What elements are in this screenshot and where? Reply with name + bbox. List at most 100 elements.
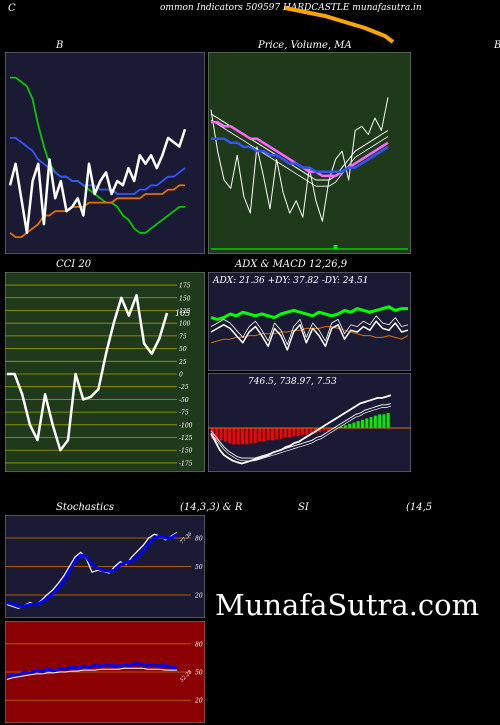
macd-hist-bar [271,428,274,441]
cci-tick-label: -125 [179,435,193,442]
price-ma-title: Price, Volume, MA [258,40,352,51]
macd-hist-bar [253,428,257,444]
macd-hist-bar [318,428,322,433]
rsi-title: SI [298,502,309,513]
cci-tick-label: -100 [179,422,193,429]
bollinger-lower-line [9,184,185,239]
macd-hist-bar [378,414,382,428]
macd-hist-bar [215,428,219,441]
cci-last-label: 105 [175,309,190,318]
macd-hist-bar [301,428,304,435]
macd-hist-bar [361,419,364,428]
bollinger-title: B [56,40,64,51]
cci-chart: 175 150 125 100 75 50 25 0 -25 -50 -75 -100 -125 -150… [5,272,205,472]
macd-signal-line [210,402,392,459]
macd-hist-bar [386,412,390,428]
macd-hist-bar [339,426,343,428]
cci-tick-label: -25 [179,384,189,391]
macd-line [210,394,392,465]
macd-hist-bar [219,428,223,441]
rsi-tick-label: 80 [195,641,203,648]
macd-hist-bar [296,428,300,437]
macd-hist-bar [236,428,240,445]
b-right-title: B [494,40,500,51]
cci-tick-label: 175 [179,283,191,290]
macd-hist-bar [288,428,292,438]
rsi-rsi-line [6,662,178,679]
macd-hist-bar [275,428,279,439]
cci-tick-label: -175 [179,460,193,467]
macd-hist-bar [262,428,266,442]
macd-hist-bar [279,428,283,439]
macd-hist-bar [228,428,232,444]
macd-signal2-line [210,405,392,462]
macd-chart: 746.5, 738.97, 7.53 [208,373,411,472]
adx-+DY-line [210,305,408,321]
macd-hist-bar [309,428,313,434]
cci-tick-label: 100 [179,321,191,328]
stoch-params: (14,3,3) & R [180,502,243,513]
panel-background [5,272,205,472]
cci-title: CCI 20 [56,259,92,270]
bollinger-chart [5,52,205,254]
macd-hist-bar [305,428,309,435]
macd-hist-bar [223,428,227,442]
macd-hist-bar [356,421,360,428]
macd-hist-bar [373,415,377,428]
bollinger-price-line [8,128,187,235]
rsi-tick-label: 20 [194,698,203,705]
macd-hist-bar [343,425,347,428]
price-price-line [210,97,389,222]
orange-decor-line [285,6,395,44]
macd-hist-bar [211,428,214,439]
adx-aux-line [210,315,409,345]
volume-bar [333,245,338,249]
macd-hist-bar [382,414,386,428]
stoch-tick-label: 50 [195,564,203,571]
stoch-title: Stochastics [56,502,114,513]
panel-background [208,373,411,472]
watermark: MunafaSutra.com [215,588,480,622]
cci-tick-label: -50 [179,397,189,404]
rsi-params: (14,5 [406,502,433,513]
rsi-tick-label: 50 [195,670,203,677]
cci-tick-label: 25 [178,359,187,366]
price-ma3-line [211,137,389,173]
macd-values-label: 746.5, 738.97, 7.53 [248,377,337,387]
price-ma1b-line [210,119,389,187]
macd-hist-bar [249,428,253,444]
panel-background [208,272,411,371]
cci-tick-label: 0 [179,372,183,379]
stoch-tick-label: 80 [195,536,203,543]
adx-values-label: ADX: 21.36 +DY: 37.82 -DY: 24.51 [212,276,369,286]
macd-hist-bar [241,428,244,445]
macd-hist-bar [352,422,356,428]
bollinger-upper-line [10,76,185,234]
macd-hist-bar [245,428,249,445]
macd-hist-bar [326,428,330,431]
rsi-rsi2-line [6,667,177,680]
macd-hist-bar [322,428,326,431]
panel-background [5,52,205,254]
cci-tick-label: 150 [179,295,191,302]
header-letter: C [8,3,16,14]
adx-ADX-line [210,320,409,351]
adx--DY-line [210,326,409,344]
stoch-d-line [6,532,178,608]
cci-tick-label: 50 [179,346,187,353]
macd-hist-bar [369,417,373,428]
macd-hist-bar [258,428,262,442]
cci-tick-label: 75 [179,333,187,340]
stoch-tick-label: 20 [194,593,203,600]
macd-hist-bar [283,428,287,438]
price-ma-chart [208,52,411,254]
cci-line [7,293,169,452]
adx-macd-title: ADX & MACD 12,26,9 [235,259,348,270]
macd-hist-bar [232,428,236,445]
macd-hist-bar [365,418,369,428]
adx-chart: ADX: 21.36 +DY: 37.82 -DY: 24.51 [208,272,411,371]
cci-tick-label: -150 [179,448,193,455]
macd-hist-bar [266,428,270,441]
